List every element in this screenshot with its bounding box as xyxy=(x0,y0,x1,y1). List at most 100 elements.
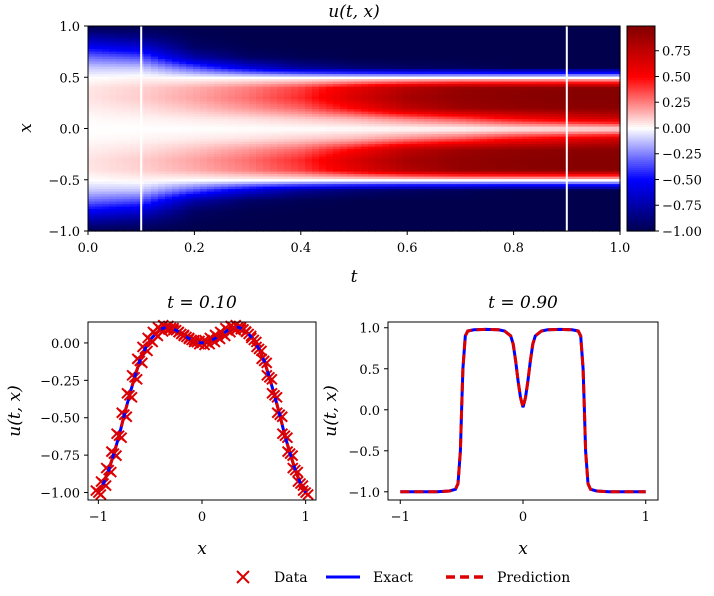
heatmap-cell xyxy=(165,38,173,42)
heatmap-cell xyxy=(312,108,320,112)
heatmap-cell xyxy=(151,106,159,110)
heatmap-cell xyxy=(263,138,271,142)
heatmap-cell xyxy=(298,203,306,207)
heatmap-cell xyxy=(417,96,425,100)
heatmap-cell xyxy=(270,161,278,165)
heatmap-cell xyxy=(284,41,292,45)
heatmap-cell xyxy=(389,168,397,172)
heatmap-cell xyxy=(249,118,257,122)
heatmap-cell xyxy=(123,163,131,167)
heatmap-cell xyxy=(277,201,285,205)
heatmap-cell xyxy=(459,91,467,95)
heatmap-cell xyxy=(466,56,474,60)
heatmap-cell xyxy=(207,153,215,157)
heatmap-cell xyxy=(382,206,390,210)
heatmap-cell xyxy=(193,48,201,52)
heatmap-cell xyxy=(228,103,236,107)
heatmap-cell xyxy=(459,211,467,215)
heatmap-cell xyxy=(235,193,243,197)
heatmap-cell xyxy=(319,168,327,172)
heatmap-cell xyxy=(501,136,509,140)
heatmap-cell xyxy=(326,116,334,120)
heatmap-cell xyxy=(501,223,509,227)
heatmap-cell xyxy=(340,223,348,227)
heatmap-cell xyxy=(200,53,208,57)
heatmap-cell xyxy=(445,91,453,95)
heatmap-cell xyxy=(410,168,418,172)
heatmap-cell xyxy=(102,131,110,135)
heatmap-cell xyxy=(417,73,425,77)
heatmap-cell xyxy=(193,216,201,220)
heatmap-cell xyxy=(354,213,362,217)
heatmap-cell xyxy=(473,228,481,232)
heatmap-cell xyxy=(298,101,306,105)
heatmap-cell xyxy=(466,51,474,55)
heatmap-cell xyxy=(284,101,292,105)
heatmap-cell xyxy=(368,101,376,105)
heatmap-cell xyxy=(193,51,201,55)
heatmap-cell xyxy=(214,133,222,137)
heatmap-cell xyxy=(242,168,250,172)
heatmap-cell xyxy=(193,213,201,217)
heatmap-cell xyxy=(165,88,173,92)
heatmap-cell xyxy=(459,218,467,222)
heatmap-cell xyxy=(403,183,411,187)
heatmap-cell xyxy=(424,138,432,142)
heatmap-cell xyxy=(214,73,222,77)
heatmap-cell xyxy=(403,123,411,127)
heatmap-cell xyxy=(410,133,418,137)
heatmap-cell xyxy=(312,221,320,225)
heatmap-cell xyxy=(326,141,334,145)
heatmap-cell xyxy=(158,73,166,77)
heatmap-cell xyxy=(305,158,313,162)
heatmap-cell xyxy=(109,161,117,165)
heatmap-cell xyxy=(228,118,236,122)
heatmap-cell xyxy=(452,38,460,42)
heatmap-cell xyxy=(445,173,453,177)
heatmap-cell xyxy=(95,126,103,130)
heatmap-cell xyxy=(158,56,166,60)
heatmap-cell xyxy=(319,56,327,60)
heatmap-cell xyxy=(298,96,306,100)
heatmap-cell xyxy=(305,91,313,95)
heatmap-cell xyxy=(424,141,432,145)
heatmap-cell xyxy=(319,78,327,82)
heatmap-cell xyxy=(452,111,460,115)
heatmap-cell xyxy=(480,143,488,147)
heatmap-cell xyxy=(235,28,243,32)
heatmap-cell xyxy=(333,81,341,85)
heatmap-cell xyxy=(375,83,383,87)
heatmap-cell xyxy=(347,153,355,157)
heatmap-cell xyxy=(382,191,390,195)
heatmap-cell xyxy=(193,78,201,82)
heatmap-cell xyxy=(487,73,495,77)
heatmap-cell xyxy=(431,176,439,180)
heatmap-cell xyxy=(291,28,299,32)
heatmap-cell xyxy=(214,33,222,37)
heatmap-cell xyxy=(452,158,460,162)
heatmap-cell xyxy=(494,26,502,30)
heatmap-cell xyxy=(326,108,334,112)
heatmap-cell xyxy=(235,156,243,160)
heatmap-cell xyxy=(382,226,390,230)
heatmap-cell xyxy=(228,206,236,210)
heatmap-cell xyxy=(298,41,306,45)
heatmap-cell xyxy=(95,131,103,135)
heatmap-cell xyxy=(200,121,208,125)
heatmap-cell xyxy=(438,151,446,155)
heatmap-cell xyxy=(116,196,124,200)
heatmap-cell xyxy=(123,103,131,107)
heatmap-cell xyxy=(123,146,131,150)
heatmap-cell xyxy=(501,71,509,75)
heatmap-cell xyxy=(382,153,390,157)
heatmap-cell xyxy=(242,71,250,75)
heatmap-cell xyxy=(312,31,320,35)
heatmap-cell xyxy=(109,186,117,190)
heatmap-cell xyxy=(494,221,502,225)
heatmap-cell xyxy=(459,73,467,77)
heatmap-cell xyxy=(235,143,243,147)
heatmap-cell xyxy=(431,63,439,67)
heatmap-cell xyxy=(333,213,341,217)
heatmap-cell xyxy=(235,186,243,190)
heatmap-cell xyxy=(445,86,453,90)
